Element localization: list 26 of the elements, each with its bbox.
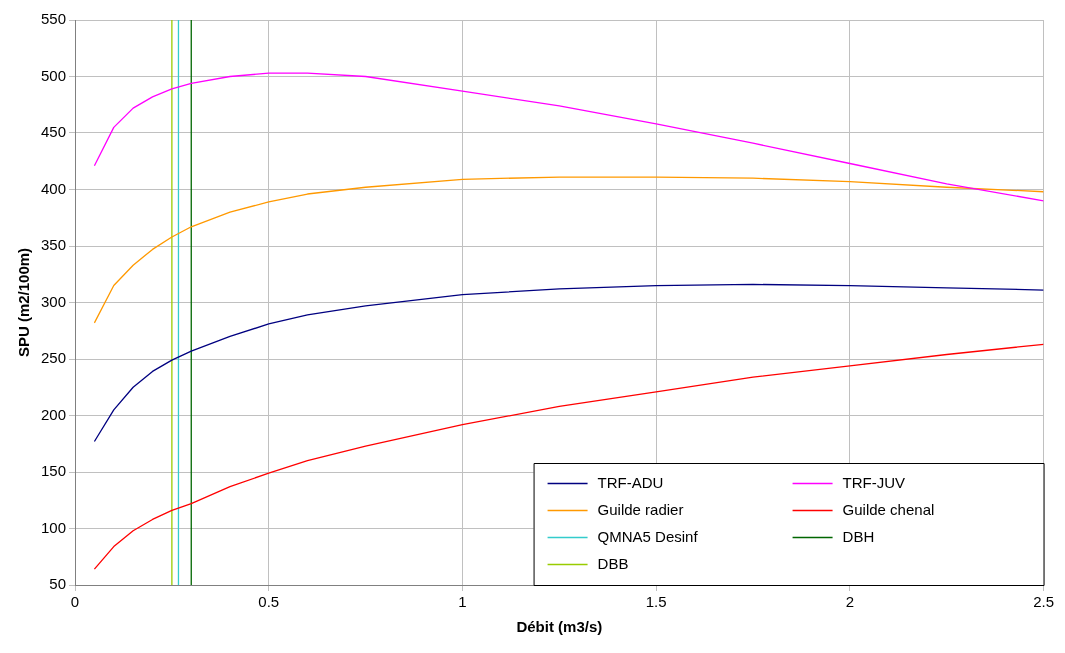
x-tick-label: 0 [70, 593, 80, 611]
x-tick-label: 2 [845, 593, 855, 611]
y-tick-label: 450 [41, 123, 67, 141]
x-tick-label: 0.5 [258, 593, 280, 611]
legend-label: DBB [597, 554, 629, 572]
legend-label: Guilde chenal [842, 500, 935, 518]
legend-label: Guilde radier [597, 500, 684, 518]
legend-label: DBH [842, 527, 875, 545]
y-tick-label: 500 [41, 66, 67, 84]
legend-label: TRF-JUV [842, 473, 906, 491]
x-tick-label: 1.5 [645, 593, 667, 611]
y-tick-label: 200 [41, 405, 67, 423]
x-axis-title: Débit (m3/s) [516, 618, 603, 636]
y-axis-title: SPU (m2/100m) [15, 247, 33, 358]
y-tick-label: 300 [41, 292, 67, 310]
y-tick-label: 350 [41, 236, 67, 254]
y-tick-label: 150 [41, 462, 67, 480]
legend-label: TRF-ADU [597, 473, 664, 491]
x-tick-label: 2.5 [1033, 593, 1054, 611]
legend-label: QMNA5 Desinf [597, 527, 699, 545]
y-tick-label: 100 [41, 518, 67, 536]
y-tick-label: 400 [41, 179, 67, 197]
x-tick-label: 1 [458, 593, 467, 611]
y-tick-label: 550 [41, 10, 67, 28]
y-tick-label: 50 [49, 575, 67, 593]
y-tick-label: 250 [41, 349, 67, 367]
